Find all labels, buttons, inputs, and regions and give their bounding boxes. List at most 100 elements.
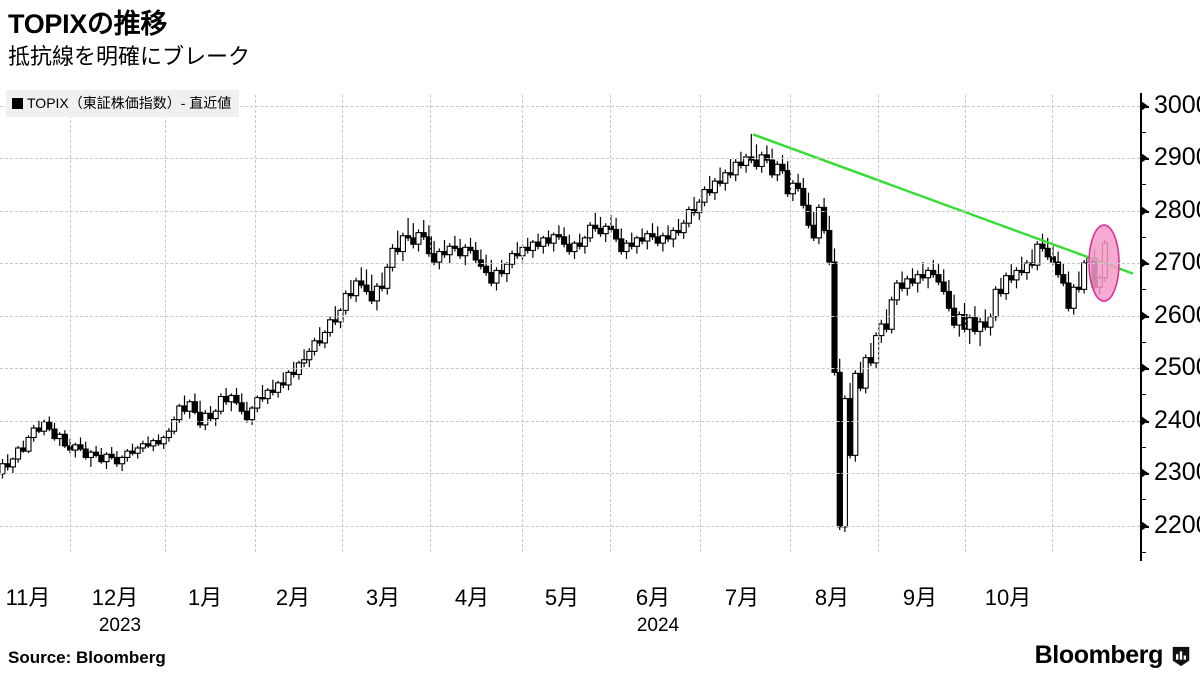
candlestick (15, 445, 22, 463)
candlestick (446, 243, 453, 264)
candlestick (535, 233, 542, 250)
candlestick (25, 435, 32, 454)
y-axis-tick-arrow-icon (1141, 310, 1148, 321)
candlestick (540, 235, 547, 254)
candlestick (451, 235, 458, 252)
gridline-horizontal (0, 525, 1140, 527)
candlestick (93, 445, 100, 458)
candlestick (893, 279, 900, 306)
candlestick (228, 393, 235, 412)
candlestick (1039, 233, 1046, 252)
candlestick (987, 313, 994, 336)
y-axis-label: 2400 (1154, 405, 1200, 434)
candlestick (654, 226, 661, 247)
candlestick (139, 440, 146, 453)
candlestick (706, 175, 713, 196)
candlestick (113, 451, 120, 467)
candlestick (176, 403, 183, 423)
candlestick (810, 211, 817, 242)
y-axis-minor-tick (1140, 184, 1146, 186)
candlestick (181, 395, 188, 415)
candlestick (41, 419, 48, 436)
candlestick (613, 217, 620, 243)
candlestick (171, 416, 178, 435)
candlestick (368, 274, 375, 305)
candlestick (862, 354, 869, 394)
candlestick (717, 167, 724, 187)
x-axis-label: 10月 (984, 585, 1032, 610)
candlestick (685, 206, 692, 228)
candlestick (425, 225, 432, 257)
candlestick (982, 309, 989, 331)
candlestick (722, 169, 729, 191)
x-axis-label: 8月 (814, 585, 850, 610)
candlestick (914, 270, 921, 293)
y-axis-tick-arrow-icon (1141, 363, 1148, 374)
candlestick (1029, 249, 1036, 269)
gridline-vertical (878, 95, 879, 552)
gridline-horizontal (0, 315, 1140, 317)
candlestick (587, 222, 594, 243)
x-axis-label: 12月 (91, 585, 139, 610)
y-axis-label: 3000 (1154, 90, 1200, 119)
gridline-vertical (342, 95, 343, 552)
candlestick (1034, 241, 1041, 271)
candlestick (124, 449, 131, 462)
candlestick (212, 409, 219, 426)
candlestick (732, 159, 739, 182)
candlestick (971, 306, 978, 335)
candlestick (249, 405, 256, 425)
candlestick (98, 447, 105, 464)
y-axis-tick-arrow-icon (1141, 153, 1148, 164)
candlestick (462, 244, 469, 266)
candlestick (743, 153, 750, 173)
candlestick (384, 264, 391, 295)
candlestick (675, 218, 682, 236)
y-axis-tick-arrow-icon (1141, 520, 1148, 531)
candlestick (639, 228, 646, 245)
candlestick (373, 283, 380, 311)
gridline-vertical (790, 95, 791, 552)
gridline-horizontal (0, 263, 1140, 265)
candlestick (888, 296, 895, 334)
candlestick (306, 348, 313, 368)
candlestick (597, 216, 604, 237)
source-note: Source: Bloomberg (8, 648, 166, 667)
candlestick (295, 360, 302, 380)
x-axis-year-label: 2023 (98, 615, 142, 636)
y-axis-label: 2800 (1154, 195, 1200, 224)
candlestick (61, 430, 68, 448)
candlestick (394, 230, 401, 255)
candlestick (280, 372, 287, 389)
candlestick (509, 250, 516, 269)
candlestick (909, 268, 916, 287)
candlestick (727, 159, 734, 178)
gridline-vertical (700, 95, 701, 552)
candlestick (472, 242, 479, 264)
candlestick (30, 424, 37, 442)
candlestick (561, 227, 568, 248)
candlestick (321, 330, 328, 349)
candlestick (1018, 256, 1025, 276)
x-axis-label: 7月 (724, 585, 760, 610)
candlestick (238, 393, 245, 415)
candlestick (566, 234, 573, 255)
candlestick (503, 262, 510, 283)
y-axis-tick-arrow-icon (1141, 468, 1148, 479)
x-axis-label: 5月 (544, 585, 580, 610)
candlestick (701, 186, 708, 207)
candlestick (46, 416, 53, 432)
x-axis-label: 6月 (635, 585, 671, 610)
candlestick (529, 239, 536, 258)
candlestick (1075, 271, 1082, 293)
x-axis-label: 2月 (275, 585, 311, 610)
candlestick (1081, 259, 1088, 294)
candlestick (477, 249, 484, 270)
candlestick (977, 317, 984, 347)
candlestick (545, 230, 552, 247)
candlestick (441, 239, 448, 258)
candlestick (254, 395, 261, 413)
gridline-vertical (610, 95, 611, 552)
candlestick (1060, 263, 1067, 287)
gridline-vertical (1052, 95, 1053, 552)
